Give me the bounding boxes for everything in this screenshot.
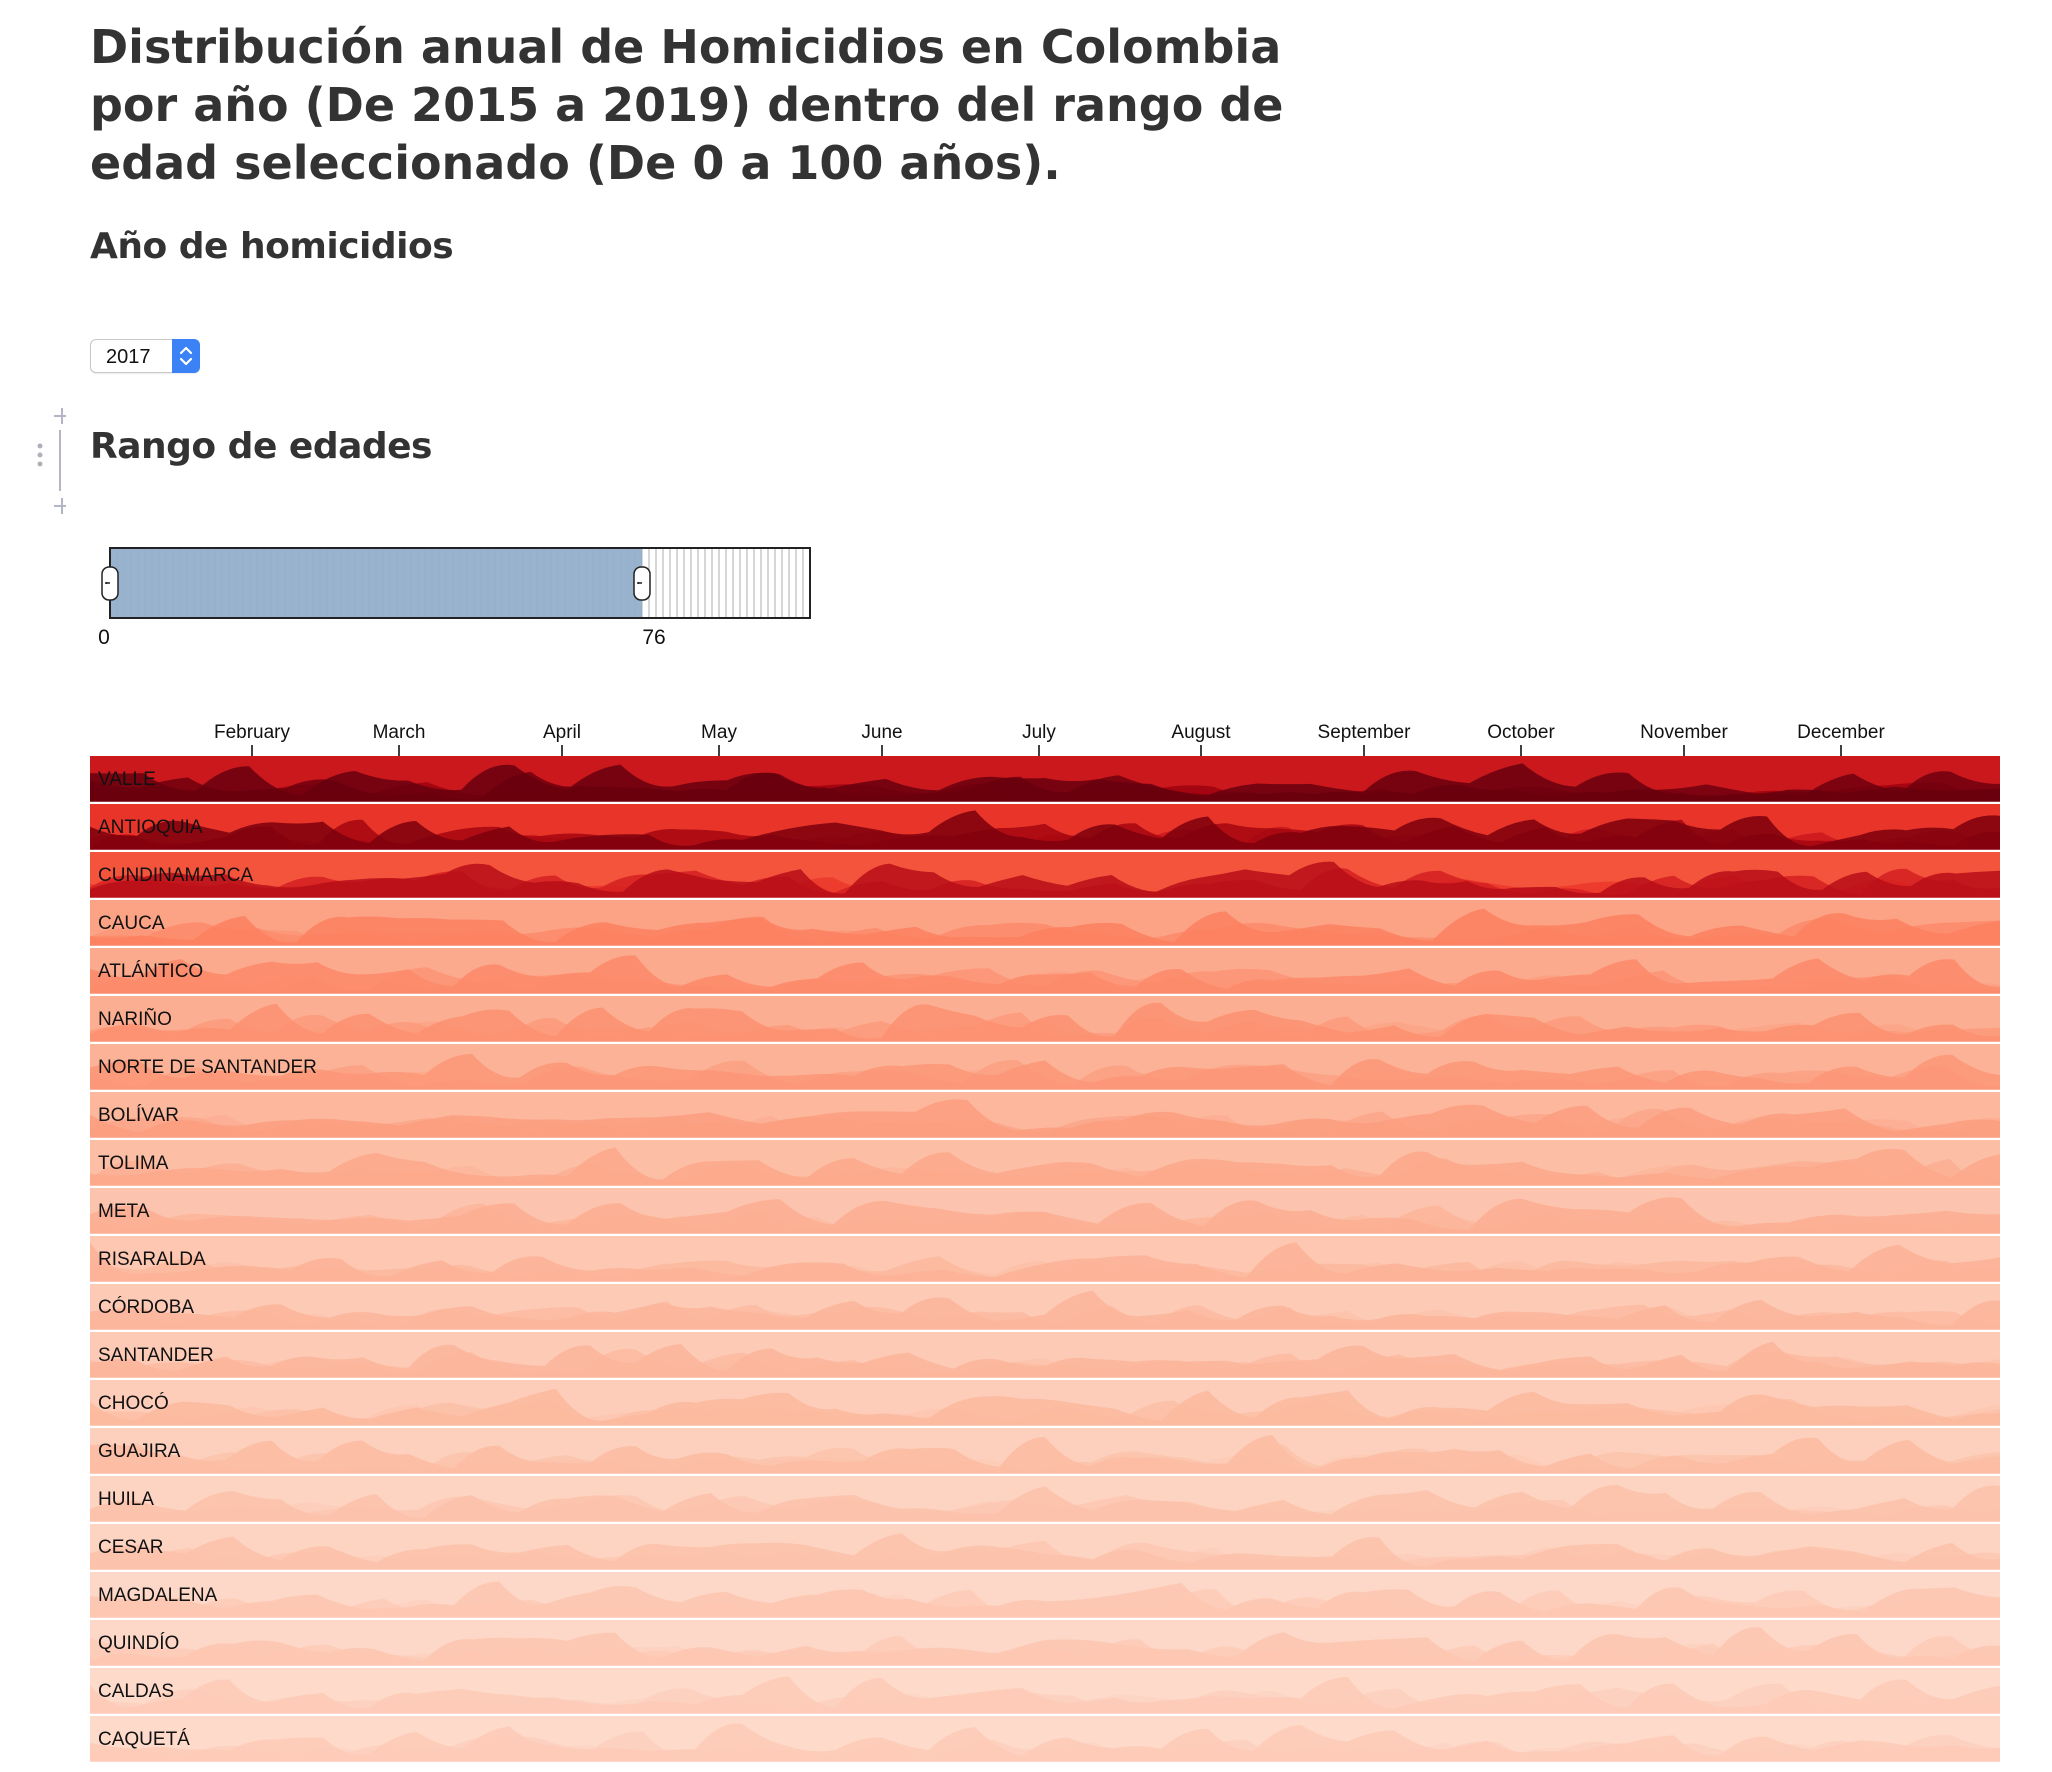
region-label: ANTIOQUIA xyxy=(98,817,203,838)
add-cell-below-icon[interactable] xyxy=(54,498,70,514)
density-area xyxy=(90,1002,2000,1042)
region-label: CESAR xyxy=(98,1537,163,1558)
density-area xyxy=(90,1053,2000,1090)
region-label: RISARALDA xyxy=(98,1249,206,1270)
month-tick-label: July xyxy=(1022,722,1056,743)
year-select-value: 2017 xyxy=(106,346,151,368)
density-area xyxy=(90,955,2000,994)
density-area xyxy=(90,763,2000,802)
density-area xyxy=(90,1242,2000,1282)
region-label: CALDAS xyxy=(98,1681,174,1702)
density-area xyxy=(90,1484,2000,1522)
region-row: CALDAS xyxy=(90,1668,2000,1717)
region-row: CAQUETÁ xyxy=(90,1716,2000,1765)
region-row: VALLE xyxy=(90,756,2000,805)
region-label: HUILA xyxy=(98,1489,154,1510)
region-row: SANTANDER xyxy=(90,1332,2000,1381)
density-area xyxy=(90,1290,2000,1330)
density-area xyxy=(90,908,2000,946)
age-range-handle-min[interactable] xyxy=(101,566,119,601)
drag-handle-icon[interactable] xyxy=(37,443,43,467)
density-area xyxy=(90,1147,2000,1186)
region-row: META xyxy=(90,1188,2000,1237)
region-label: CAUCA xyxy=(98,913,165,934)
region-row: CÓRDOBA xyxy=(90,1284,2000,1333)
region-label: SANTANDER xyxy=(98,1345,214,1366)
age-range-selection[interactable] xyxy=(110,548,642,618)
density-area xyxy=(90,1676,2000,1714)
year-heading: Año de homicidios xyxy=(90,226,454,267)
density-area xyxy=(90,810,2000,850)
age-range-label-min: 0 xyxy=(98,626,110,649)
month-tick-label: August xyxy=(1171,722,1231,743)
density-area xyxy=(90,1581,2000,1618)
region-label: CAQUETÁ xyxy=(98,1729,190,1750)
region-label: TOLIMA xyxy=(98,1153,169,1174)
ridgeline-chart: February March April May June July August Septe… xyxy=(90,722,2000,1765)
region-label: VALLE xyxy=(98,769,156,790)
region-label: CHOCÓ xyxy=(98,1392,169,1414)
region-label: BOLÍVAR xyxy=(98,1105,179,1126)
region-row: CUNDINAMARCA xyxy=(90,852,2000,901)
month-tick-label: April xyxy=(543,722,581,743)
region-row: CAUCA xyxy=(90,900,2000,949)
age-range-slider[interactable]: 0 76 xyxy=(94,540,824,650)
month-tick-label: March xyxy=(373,722,426,743)
month-tick-label: November xyxy=(1640,722,1728,743)
region-row: ATLÁNTICO xyxy=(90,948,2000,997)
region-row: TOLIMA xyxy=(90,1140,2000,1189)
density-area xyxy=(90,1197,2000,1234)
region-rows: VALLE ANTIOQUIA CUNDINAMARCA CAUCA ATLÁNTICO… xyxy=(90,756,2000,1765)
range-heading: Rango de edades xyxy=(90,426,433,467)
year-select[interactable]: 2017 xyxy=(90,339,200,373)
region-label: META xyxy=(98,1201,150,1222)
density-area xyxy=(90,1434,2000,1474)
region-label: MAGDALENA xyxy=(98,1585,218,1606)
region-row: BOLÍVAR xyxy=(90,1092,2000,1141)
chevron-up-down-icon[interactable] xyxy=(172,339,200,373)
region-row: ANTIOQUIA xyxy=(90,804,2000,853)
age-range-handle-max[interactable] xyxy=(633,566,651,601)
age-range-label-max: 76 xyxy=(642,626,665,649)
density-area xyxy=(90,1627,2000,1666)
month-tick-label: May xyxy=(701,722,737,743)
region-row: HUILA xyxy=(90,1476,2000,1525)
add-cell-above-icon[interactable] xyxy=(54,408,70,424)
density-area xyxy=(90,1099,2000,1138)
region-row: CHOCÓ xyxy=(90,1380,2000,1429)
region-label: ATLÁNTICO xyxy=(98,961,203,982)
month-tick-label: October xyxy=(1487,722,1555,743)
density-area xyxy=(90,1533,2000,1570)
density-area xyxy=(90,1723,2000,1762)
density-area xyxy=(90,1341,2000,1378)
month-tick-label: December xyxy=(1797,722,1885,743)
region-label: CUNDINAMARCA xyxy=(98,865,254,886)
region-row: CESAR xyxy=(90,1524,2000,1573)
region-label: NARIÑO xyxy=(98,1008,172,1030)
month-tick-label: September xyxy=(1318,722,1412,743)
region-row: GUAJIRA xyxy=(90,1428,2000,1477)
region-label: NORTE DE SANTANDER xyxy=(98,1057,317,1078)
region-row: NORTE DE SANTANDER xyxy=(90,1044,2000,1093)
month-axis: February March April May June July August Septe… xyxy=(214,722,1885,756)
region-label: QUINDÍO xyxy=(98,1633,179,1654)
region-label: GUAJIRA xyxy=(98,1441,181,1462)
page-title: Distribución anual de Homicidios en Colo… xyxy=(90,20,1284,190)
month-tick-label: February xyxy=(214,722,291,743)
cell-gutter xyxy=(36,398,70,523)
region-row: QUINDÍO xyxy=(90,1620,2000,1669)
density-area xyxy=(90,861,2000,898)
region-label: CÓRDOBA xyxy=(98,1296,194,1318)
region-row: RISARALDA xyxy=(90,1236,2000,1285)
month-tick-label: June xyxy=(861,722,902,743)
region-row: NARIÑO xyxy=(90,996,2000,1045)
density-area xyxy=(90,1388,2000,1426)
region-row: MAGDALENA xyxy=(90,1572,2000,1621)
